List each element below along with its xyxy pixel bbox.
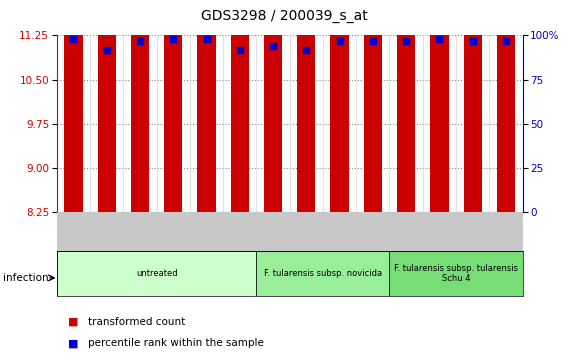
Bar [390,251,523,296]
Bar [164,0,182,212]
Bar [57,251,256,296]
Text: F. tularensis subsp. novicida: F. tularensis subsp. novicida [264,269,382,278]
Point [368,38,377,44]
Bar [463,0,482,212]
Bar [256,251,390,296]
Point [135,38,144,44]
Bar [98,0,116,212]
Point [302,47,311,52]
Bar [364,0,382,212]
Bar [297,0,315,212]
Text: F. tularensis subsp. tularensis
Schu 4: F. tularensis subsp. tularensis Schu 4 [394,264,518,283]
Text: GDS3298 / 200039_s_at: GDS3298 / 200039_s_at [201,9,367,23]
Point [435,36,444,42]
Text: percentile rank within the sample: percentile rank within the sample [88,338,264,348]
Text: ■: ■ [68,338,78,348]
Point [169,36,178,42]
Point [69,36,78,42]
Point [335,38,344,44]
Bar [497,0,515,212]
Text: untreated: untreated [136,269,177,278]
Text: ■: ■ [68,317,78,327]
Point [102,47,111,52]
Text: transformed count: transformed count [88,317,185,327]
Point [402,38,411,44]
Point [235,47,244,52]
Bar [430,0,449,212]
Point [269,43,278,49]
Point [468,38,477,44]
Bar [131,0,149,212]
Bar [397,0,415,212]
Bar [197,0,216,212]
Point [202,36,211,42]
Bar [264,0,282,212]
Bar [64,0,82,212]
Bar [331,0,349,212]
Text: infection: infection [3,273,48,283]
Bar [231,0,249,212]
Point [502,38,511,44]
